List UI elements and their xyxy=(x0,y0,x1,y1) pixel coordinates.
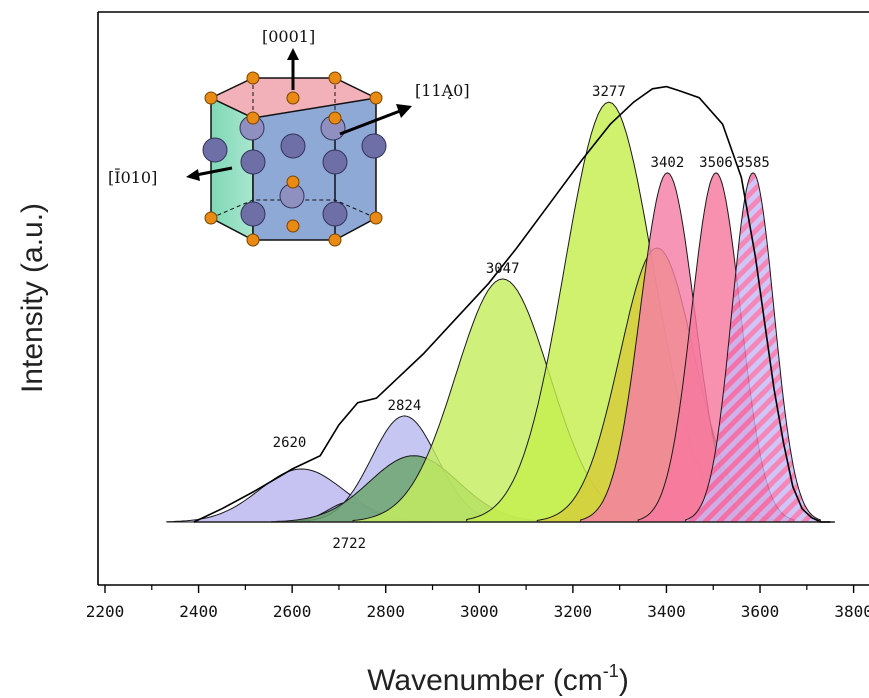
arrow-11-20 xyxy=(339,109,401,136)
x-tick-label-2400: 2400 xyxy=(179,602,218,621)
atom-small xyxy=(328,71,342,85)
peak-label-3402: 3402 xyxy=(651,155,685,171)
crystal-front-face xyxy=(252,97,377,241)
atom-large xyxy=(280,133,306,159)
label-0001: [0001] xyxy=(262,27,315,46)
atom-large xyxy=(322,201,348,227)
peak-label-3277: 3277 xyxy=(592,84,626,100)
label-1010: [Ī010] xyxy=(108,167,157,187)
x-tick-label-2600: 2600 xyxy=(273,602,312,621)
labels-layer: 2620 2722 2824 3047 3277 3402 3506 3585 xyxy=(273,84,770,552)
x-tick-label-3000: 3000 xyxy=(460,602,499,621)
atom-large xyxy=(361,133,387,159)
atom-small xyxy=(246,71,260,85)
arrow-0001-head xyxy=(287,48,299,60)
atom-small xyxy=(204,91,218,105)
atom-small xyxy=(328,111,342,125)
envelope-layer xyxy=(193,85,831,523)
atom-small xyxy=(369,211,383,225)
arrow-1010 xyxy=(195,166,233,177)
x-tick-label-3400: 3400 xyxy=(647,602,686,621)
atom-small xyxy=(328,233,342,247)
peak-label-3047: 3047 xyxy=(486,261,520,277)
peak-label-2620: 2620 xyxy=(273,435,307,451)
atom-small xyxy=(286,175,300,189)
envelope-line xyxy=(193,85,831,523)
x-tick-label-3600: 3600 xyxy=(741,602,780,621)
y-axis-title: Intensity (a.u.) xyxy=(16,203,49,393)
peak-3585 xyxy=(685,172,821,523)
atom-small xyxy=(246,111,260,125)
atom-small xyxy=(286,219,300,233)
atom-large xyxy=(322,149,348,175)
x-axis-title-main: Wavenumber (cm xyxy=(367,664,603,697)
x-tick-label-3800: 3800 xyxy=(834,602,869,621)
atom-small xyxy=(246,233,260,247)
label-11-20: [11Ą0] xyxy=(415,81,470,100)
atom-small xyxy=(204,211,218,225)
arrow-1010-head xyxy=(186,169,200,181)
x-axis-title-close: ) xyxy=(619,664,629,697)
peak-label-2722: 2722 xyxy=(332,536,366,552)
ticks-layer: 2200 2400 2600 2800 3000 3200 3400 3600 3800 xyxy=(86,585,869,621)
arrow-11-20-head xyxy=(396,104,412,118)
x-tick-label-2800: 2800 xyxy=(366,602,405,621)
atom-small xyxy=(286,91,300,105)
peak-label-3506: 3506 xyxy=(699,155,733,171)
x-axis-title-sup: -1 xyxy=(603,661,619,681)
x-axis-title: Wavenumber (cm-1) xyxy=(367,661,629,697)
peak-label-3585: 3585 xyxy=(736,155,770,171)
atom-large xyxy=(240,201,266,227)
peaks-layer xyxy=(166,101,835,523)
atom-large xyxy=(240,149,266,175)
atom-small xyxy=(369,91,383,105)
peak-label-2824: 2824 xyxy=(388,398,422,414)
hexagonal-crystal-inset: [0001] [11Ą0] [Ī010] xyxy=(108,27,470,247)
x-tick-label-3200: 3200 xyxy=(554,602,593,621)
atom-large xyxy=(202,137,228,163)
x-tick-label-2200: 2200 xyxy=(86,602,125,621)
